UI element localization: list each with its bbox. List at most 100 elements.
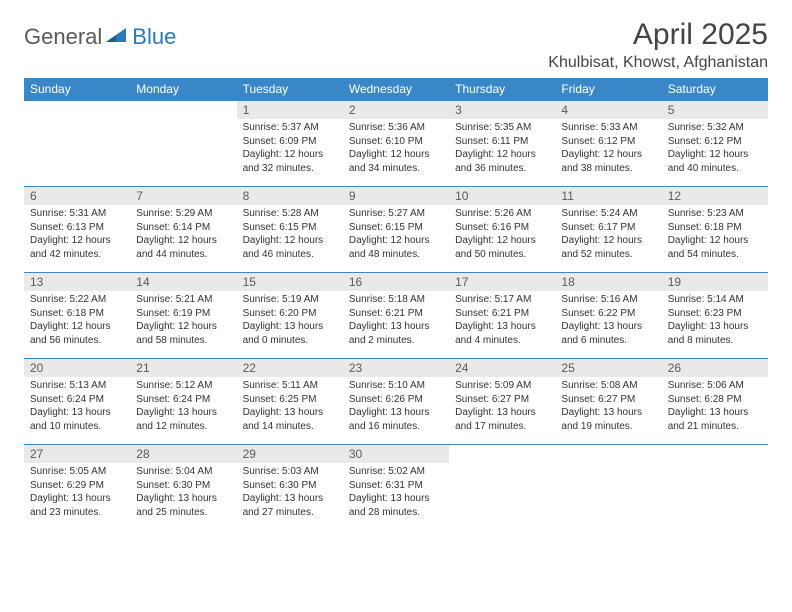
daylight-line: Daylight: 13 hours and 19 minutes.: [561, 406, 655, 433]
calendar-cell: 22Sunrise: 5:11 AMSunset: 6:25 PMDayligh…: [237, 359, 343, 445]
calendar-cell: 29Sunrise: 5:03 AMSunset: 6:30 PMDayligh…: [237, 445, 343, 531]
weekday-header: Friday: [555, 78, 661, 101]
calendar-cell: 9Sunrise: 5:27 AMSunset: 6:15 PMDaylight…: [343, 187, 449, 273]
day-number: 15: [237, 273, 343, 291]
day-number: 17: [449, 273, 555, 291]
daylight-line: Daylight: 13 hours and 10 minutes.: [30, 406, 124, 433]
daylight-line: Daylight: 12 hours and 38 minutes.: [561, 148, 655, 175]
sunset-line: Sunset: 6:29 PM: [30, 479, 124, 493]
sunset-line: Sunset: 6:12 PM: [668, 135, 762, 149]
day-number: 13: [24, 273, 130, 291]
sunset-line: Sunset: 6:19 PM: [136, 307, 230, 321]
daylight-line: Daylight: 12 hours and 58 minutes.: [136, 320, 230, 347]
day-details: Sunrise: 5:31 AMSunset: 6:13 PMDaylight:…: [24, 205, 130, 265]
calendar-cell: 12Sunrise: 5:23 AMSunset: 6:18 PMDayligh…: [662, 187, 768, 273]
day-details: Sunrise: 5:33 AMSunset: 6:12 PMDaylight:…: [555, 119, 661, 179]
day-number: 26: [662, 359, 768, 377]
sunrise-line: Sunrise: 5:26 AM: [455, 207, 549, 221]
sunrise-line: Sunrise: 5:18 AM: [349, 293, 443, 307]
calendar-cell: [130, 101, 236, 187]
day-number: 19: [662, 273, 768, 291]
sunset-line: Sunset: 6:09 PM: [243, 135, 337, 149]
sunset-line: Sunset: 6:15 PM: [349, 221, 443, 235]
day-number: 14: [130, 273, 236, 291]
day-details: Sunrise: 5:27 AMSunset: 6:15 PMDaylight:…: [343, 205, 449, 265]
daylight-line: Daylight: 12 hours and 48 minutes.: [349, 234, 443, 261]
day-number: 29: [237, 445, 343, 463]
sunset-line: Sunset: 6:28 PM: [668, 393, 762, 407]
daylight-line: Daylight: 12 hours and 40 minutes.: [668, 148, 762, 175]
daylight-line: Daylight: 13 hours and 12 minutes.: [136, 406, 230, 433]
calendar-cell: 24Sunrise: 5:09 AMSunset: 6:27 PMDayligh…: [449, 359, 555, 445]
day-number: 9: [343, 187, 449, 205]
day-details: Sunrise: 5:14 AMSunset: 6:23 PMDaylight:…: [662, 291, 768, 351]
weekday-header: Sunday: [24, 78, 130, 101]
daylight-line: Daylight: 13 hours and 25 minutes.: [136, 492, 230, 519]
sunrise-line: Sunrise: 5:36 AM: [349, 121, 443, 135]
brand-logo: General Blue: [24, 18, 176, 50]
daylight-line: Daylight: 13 hours and 14 minutes.: [243, 406, 337, 433]
sunrise-line: Sunrise: 5:32 AM: [668, 121, 762, 135]
day-number: 22: [237, 359, 343, 377]
sunrise-line: Sunrise: 5:03 AM: [243, 465, 337, 479]
sunset-line: Sunset: 6:21 PM: [455, 307, 549, 321]
sunset-line: Sunset: 6:10 PM: [349, 135, 443, 149]
sunset-line: Sunset: 6:27 PM: [455, 393, 549, 407]
calendar-row: 13Sunrise: 5:22 AMSunset: 6:18 PMDayligh…: [24, 273, 768, 359]
sunrise-line: Sunrise: 5:14 AM: [668, 293, 762, 307]
calendar-cell: 2Sunrise: 5:36 AMSunset: 6:10 PMDaylight…: [343, 101, 449, 187]
day-details: Sunrise: 5:10 AMSunset: 6:26 PMDaylight:…: [343, 377, 449, 437]
daylight-line: Daylight: 13 hours and 17 minutes.: [455, 406, 549, 433]
title-block: April 2025 Khulbisat, Khowst, Afghanista…: [548, 18, 768, 72]
daylight-line: Daylight: 13 hours and 2 minutes.: [349, 320, 443, 347]
calendar-cell: [555, 445, 661, 531]
day-number: 1: [237, 101, 343, 119]
day-number: 21: [130, 359, 236, 377]
daylight-line: Daylight: 13 hours and 27 minutes.: [243, 492, 337, 519]
month-title: April 2025: [548, 18, 768, 52]
calendar-row: 20Sunrise: 5:13 AMSunset: 6:24 PMDayligh…: [24, 359, 768, 445]
calendar-cell: 1Sunrise: 5:37 AMSunset: 6:09 PMDaylight…: [237, 101, 343, 187]
calendar-cell: 26Sunrise: 5:06 AMSunset: 6:28 PMDayligh…: [662, 359, 768, 445]
brand-text-blue: Blue: [132, 24, 176, 50]
calendar-cell: 13Sunrise: 5:22 AMSunset: 6:18 PMDayligh…: [24, 273, 130, 359]
calendar-row: 27Sunrise: 5:05 AMSunset: 6:29 PMDayligh…: [24, 445, 768, 531]
day-number: 7: [130, 187, 236, 205]
sunrise-line: Sunrise: 5:02 AM: [349, 465, 443, 479]
sunset-line: Sunset: 6:14 PM: [136, 221, 230, 235]
calendar-cell: 3Sunrise: 5:35 AMSunset: 6:11 PMDaylight…: [449, 101, 555, 187]
sunset-line: Sunset: 6:20 PM: [243, 307, 337, 321]
calendar-cell: 15Sunrise: 5:19 AMSunset: 6:20 PMDayligh…: [237, 273, 343, 359]
calendar-cell: 11Sunrise: 5:24 AMSunset: 6:17 PMDayligh…: [555, 187, 661, 273]
weekday-header: Monday: [130, 78, 236, 101]
sunset-line: Sunset: 6:25 PM: [243, 393, 337, 407]
day-number: 16: [343, 273, 449, 291]
calendar-cell: [662, 445, 768, 531]
day-details: Sunrise: 5:05 AMSunset: 6:29 PMDaylight:…: [24, 463, 130, 523]
calendar-body: 1Sunrise: 5:37 AMSunset: 6:09 PMDaylight…: [24, 101, 768, 531]
calendar-cell: 23Sunrise: 5:10 AMSunset: 6:26 PMDayligh…: [343, 359, 449, 445]
day-number: 10: [449, 187, 555, 205]
day-details: Sunrise: 5:04 AMSunset: 6:30 PMDaylight:…: [130, 463, 236, 523]
day-details: Sunrise: 5:09 AMSunset: 6:27 PMDaylight:…: [449, 377, 555, 437]
day-number: 24: [449, 359, 555, 377]
calendar-cell: 4Sunrise: 5:33 AMSunset: 6:12 PMDaylight…: [555, 101, 661, 187]
sunset-line: Sunset: 6:31 PM: [349, 479, 443, 493]
calendar-cell: 8Sunrise: 5:28 AMSunset: 6:15 PMDaylight…: [237, 187, 343, 273]
day-number: 6: [24, 187, 130, 205]
sunrise-line: Sunrise: 5:23 AM: [668, 207, 762, 221]
day-number: 11: [555, 187, 661, 205]
header: General Blue April 2025 Khulbisat, Khows…: [24, 18, 768, 72]
daylight-line: Daylight: 12 hours and 54 minutes.: [668, 234, 762, 261]
sunrise-line: Sunrise: 5:19 AM: [243, 293, 337, 307]
sunset-line: Sunset: 6:21 PM: [349, 307, 443, 321]
daylight-line: Daylight: 13 hours and 23 minutes.: [30, 492, 124, 519]
day-number: 8: [237, 187, 343, 205]
sunrise-line: Sunrise: 5:22 AM: [30, 293, 124, 307]
weekday-header: Tuesday: [237, 78, 343, 101]
sunset-line: Sunset: 6:30 PM: [136, 479, 230, 493]
brand-mark-icon: [106, 26, 130, 49]
daylight-line: Daylight: 12 hours and 46 minutes.: [243, 234, 337, 261]
calendar-row: 1Sunrise: 5:37 AMSunset: 6:09 PMDaylight…: [24, 101, 768, 187]
sunrise-line: Sunrise: 5:05 AM: [30, 465, 124, 479]
